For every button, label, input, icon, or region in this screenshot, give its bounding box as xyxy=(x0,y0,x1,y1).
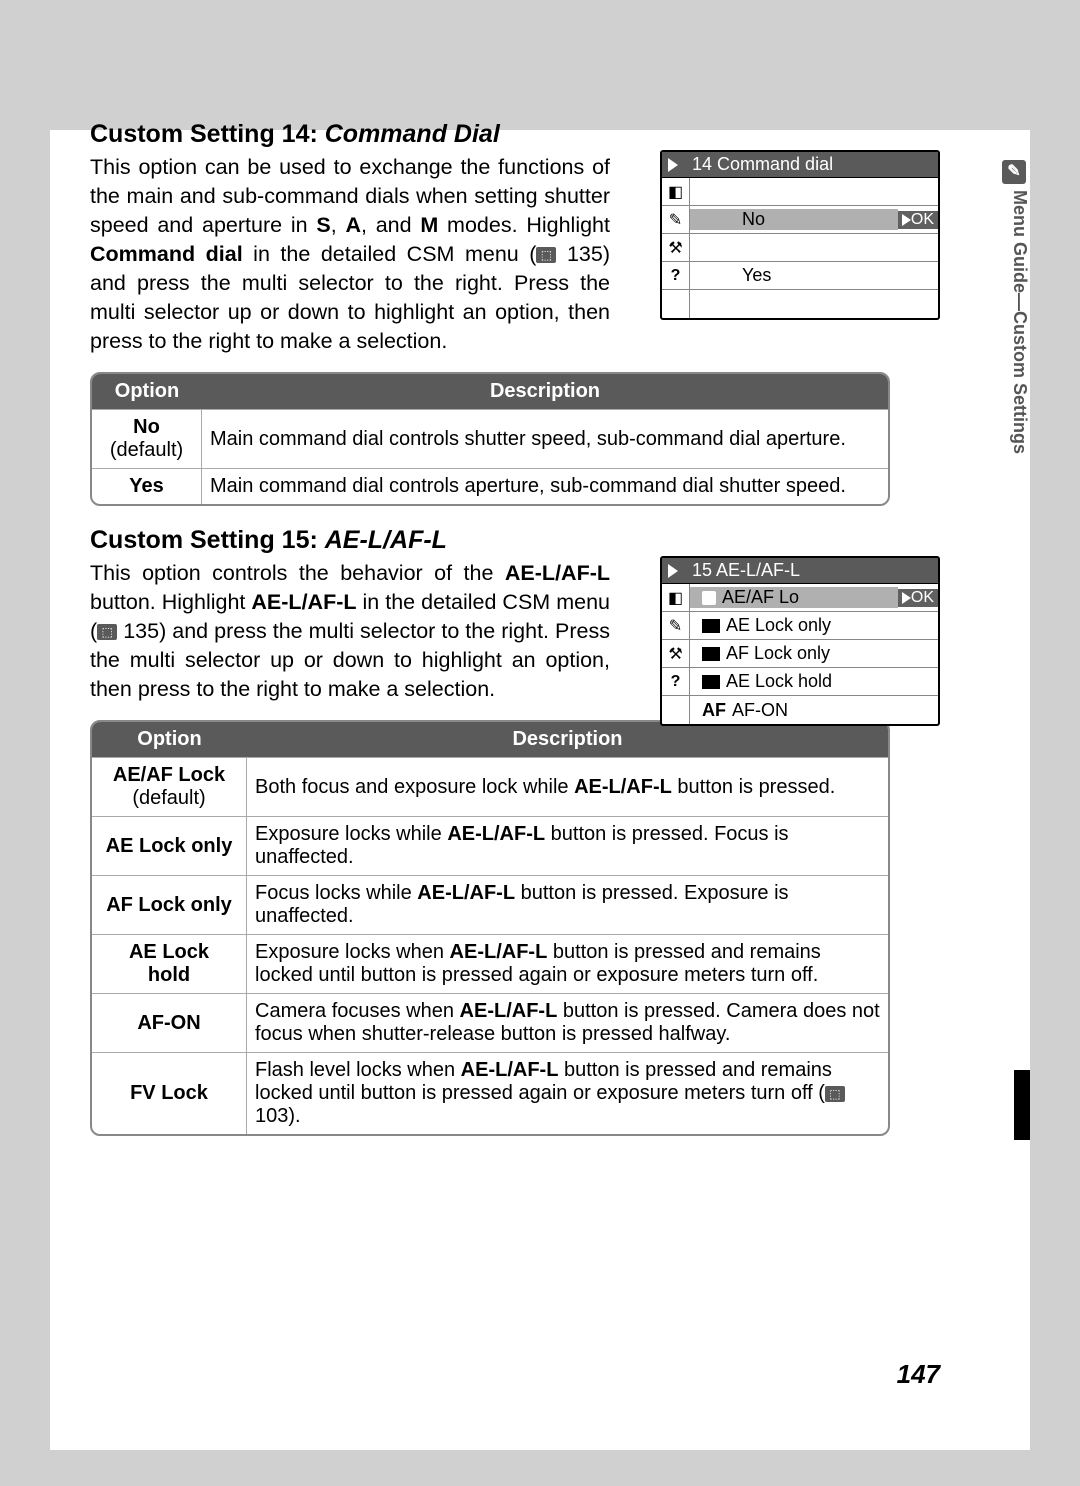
table-row: No(default) Main command dial controls s… xyxy=(92,409,888,468)
ok-indicator: OK xyxy=(898,589,938,607)
body-15: This option controls the behavior of the… xyxy=(90,559,610,704)
wrench-icon: ⚒ xyxy=(662,640,690,667)
section-15: Custom Setting 15: AE-L/AF-L This option… xyxy=(90,526,990,1136)
heading-14: Custom Setting 14: Command Dial xyxy=(90,120,990,149)
heading-15: Custom Setting 15: AE-L/AF-L xyxy=(90,526,990,555)
side-tab: ✎ Menu Guide—Custom Settings xyxy=(1000,160,1030,580)
th-desc: Description xyxy=(202,374,888,409)
table-row: AE Lock only Exposure locks while AE-L/A… xyxy=(92,816,888,875)
lock-icon xyxy=(702,591,716,605)
pencil-icon: ✎ xyxy=(662,206,690,233)
table-row: AF-ON Camera focuses when AE-L/AF-L butt… xyxy=(92,993,888,1052)
manual-page: ✎ Menu Guide—Custom Settings Custom Sett… xyxy=(50,30,1030,1450)
help-icon: ? xyxy=(662,668,690,695)
menu-option-yes: Yes xyxy=(690,265,938,286)
th-desc: Description xyxy=(247,722,888,757)
help-icon: ? xyxy=(662,262,690,289)
menu-option-aeaf: AE/AF Lo xyxy=(690,587,898,608)
ae-hold-icon xyxy=(702,675,720,689)
page-number: 147 xyxy=(897,1359,940,1390)
play-icon xyxy=(668,564,678,578)
body-14: This option can be used to exchange the … xyxy=(90,153,610,356)
menu-option-no: No xyxy=(690,209,898,230)
ok-indicator: OK xyxy=(898,211,938,229)
menu-title-15: 15 AE-L/AF-L xyxy=(662,558,938,584)
play-icon xyxy=(668,158,678,172)
menu-option-ae-only: AE Lock only xyxy=(690,615,938,636)
camera-icon: ◧ xyxy=(662,584,690,611)
book-icon: ⬚ xyxy=(536,247,556,263)
table-14: Option Description No(default) Main comm… xyxy=(90,372,890,506)
af-icon xyxy=(702,647,720,661)
book-icon: ⬚ xyxy=(97,624,117,640)
camera-icon: ◧ xyxy=(662,178,690,205)
menu-option-af-on: AF AF-ON xyxy=(690,700,938,721)
table-15: Option Description AE/AF Lock(default) B… xyxy=(90,720,890,1136)
af-text-icon: AF xyxy=(702,700,726,721)
menu-option-ae-hold: AE Lock hold xyxy=(690,671,938,692)
th-option: Option xyxy=(92,374,202,409)
wrench-icon: ⚒ xyxy=(662,234,690,261)
top-margin xyxy=(50,30,1030,130)
pencil-icon: ✎ xyxy=(662,612,690,639)
book-icon: ⬚ xyxy=(825,1086,845,1102)
menu-option-af-only: AF Lock only xyxy=(690,643,938,664)
table-row: AE Lockhold Exposure locks when AE-L/AF-… xyxy=(92,934,888,993)
ae-icon xyxy=(702,619,720,633)
th-option: Option xyxy=(92,722,247,757)
section-14: Custom Setting 14: Command Dial This opt… xyxy=(90,120,990,506)
table-row: Yes Main command dial controls aperture,… xyxy=(92,468,888,504)
side-tab-text: Menu Guide—Custom Settings xyxy=(1010,190,1030,454)
black-thumb-tab xyxy=(1014,1070,1030,1140)
menu-screenshot-14: 14 Command dial ◧ ✎ No OK ⚒ xyxy=(660,150,940,320)
table-row: AE/AF Lock(default) Both focus and expos… xyxy=(92,757,888,816)
menu-screenshot-15: 15 AE-L/AF-L ◧ AE/AF Lo OK ✎ AE Lock onl… xyxy=(660,556,940,726)
table-row: FV Lock Flash level locks when AE-L/AF-L… xyxy=(92,1052,888,1134)
menu-title-14: 14 Command dial xyxy=(662,152,938,178)
table-row: AF Lock only Focus locks while AE-L/AF-L… xyxy=(92,875,888,934)
pencil-icon: ✎ xyxy=(1002,160,1026,184)
